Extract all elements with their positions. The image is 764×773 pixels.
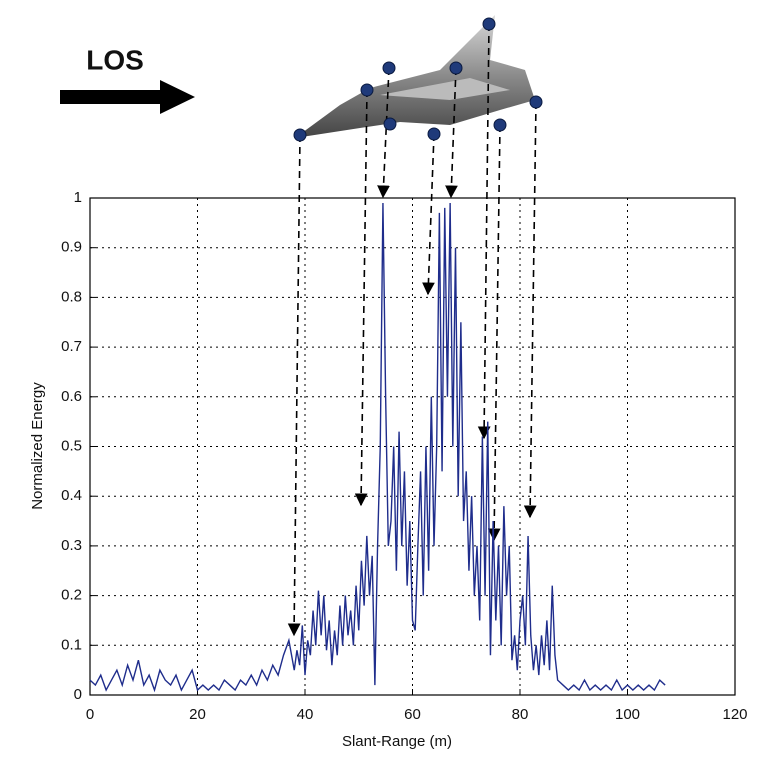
x-axis-label: Slant-Range (m) <box>342 733 452 750</box>
y-tick-label: 0 <box>74 686 82 703</box>
aircraft <box>295 15 535 138</box>
y-tick-label: 0.9 <box>61 239 82 256</box>
los-arrow <box>60 80 195 114</box>
data-line <box>89 202 666 693</box>
y-tick-label: 0.4 <box>61 487 82 504</box>
y-tick-label: 0.7 <box>61 338 82 355</box>
y-tick-label: 0.3 <box>61 537 82 554</box>
y-tick-label: 0.5 <box>61 437 82 454</box>
y-tick-label: 1 <box>74 189 82 206</box>
scatter-points <box>293 17 543 142</box>
los-label: LOS <box>86 44 144 75</box>
y-tick-label: 0.1 <box>61 636 82 653</box>
x-tick-label: 120 <box>722 706 747 723</box>
y-tick-label: 0.2 <box>61 587 82 604</box>
y-tick-label: 0.6 <box>61 388 82 405</box>
x-tick-label: 40 <box>297 706 314 723</box>
x-tick-label: 100 <box>615 706 640 723</box>
plot-frame <box>89 197 736 696</box>
y-tick-label: 0.8 <box>61 288 82 305</box>
scatter-arrows <box>287 23 537 637</box>
x-tick-label: 20 <box>189 706 206 723</box>
x-tick-label: 0 <box>86 706 94 723</box>
x-tick-label: 60 <box>404 706 421 723</box>
y-axis-label: Normalized Energy <box>29 382 46 510</box>
x-tick-label: 80 <box>512 706 529 723</box>
